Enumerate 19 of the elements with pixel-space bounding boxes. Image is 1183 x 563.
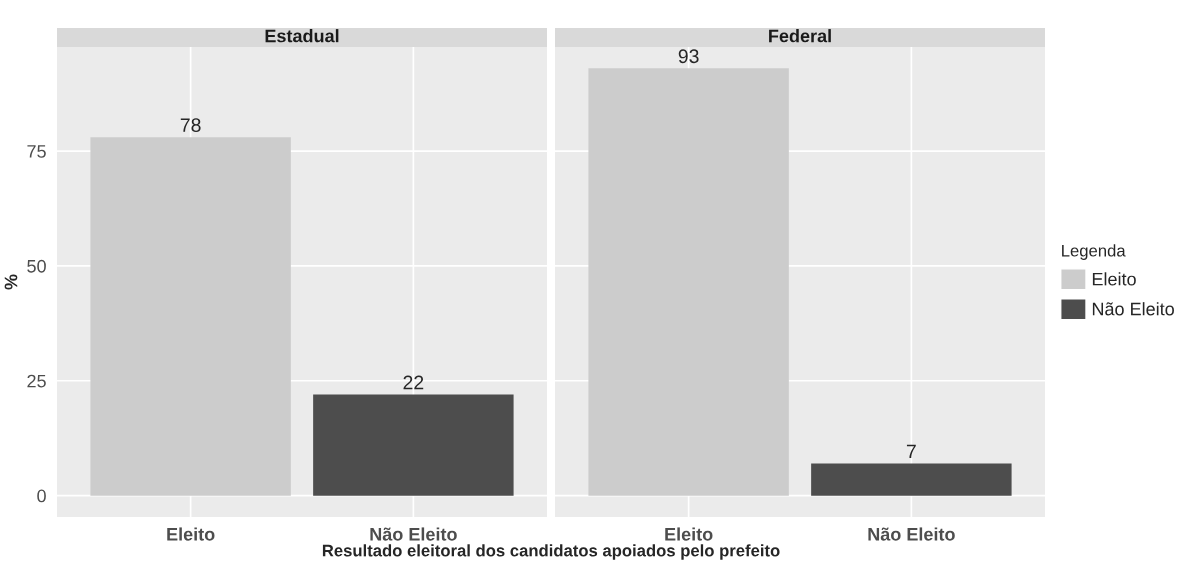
x-tick-label: Não Eleito xyxy=(370,527,457,541)
data-label: 22 xyxy=(403,375,424,390)
legend-title: Legenda xyxy=(1062,244,1126,260)
data-label: 93 xyxy=(678,49,699,64)
chart-title: Federal xyxy=(769,29,831,43)
y-tick-label: 75 xyxy=(27,145,46,158)
data-label: 78 xyxy=(180,118,201,133)
x-tick-label: Eleito xyxy=(167,527,215,541)
x-axis-title: Resultado eleitoral dos candidatos apoiados pelo prefeito xyxy=(322,544,780,560)
y-tick-label: 0 xyxy=(37,489,46,503)
legend-label: Não Eleito xyxy=(1092,302,1174,316)
x-tick-label: Eleito xyxy=(665,527,713,541)
x-tick-label: Não Eleito xyxy=(868,527,955,541)
data-label: 7 xyxy=(906,444,916,459)
y-axis-title: % xyxy=(4,274,18,290)
y-tick-label: 25 xyxy=(27,374,46,388)
legend-label: Eleito xyxy=(1092,272,1136,286)
chart-title: Estadual xyxy=(265,29,339,43)
y-tick-label: 50 xyxy=(27,259,46,273)
